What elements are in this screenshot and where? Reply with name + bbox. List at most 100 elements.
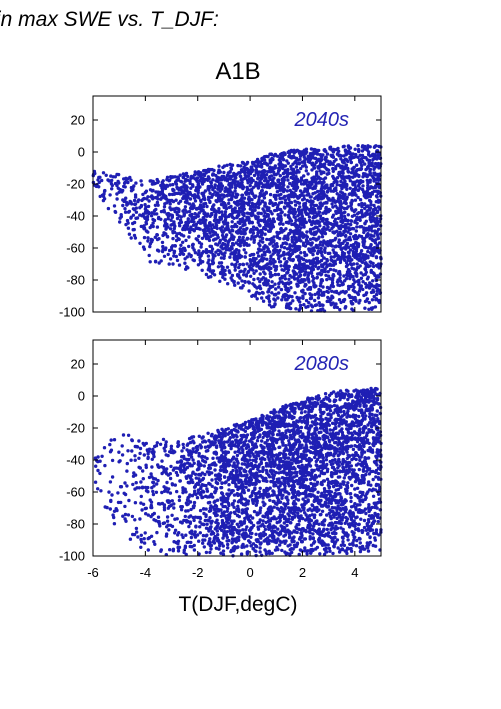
data-point [364,292,368,297]
data-point [342,206,347,211]
data-point [213,486,217,490]
data-point [264,173,269,177]
data-point [273,272,278,277]
data-point [263,279,267,283]
data-point [309,211,314,215]
data-point [357,258,361,262]
data-point [284,220,289,225]
data-point [239,164,243,168]
data-point [356,243,360,247]
data-point [287,264,291,269]
data-point [140,508,144,512]
data-point [177,209,181,214]
scatter-points [93,386,383,558]
data-point [373,231,377,235]
data-point [310,305,315,309]
data-point [195,496,200,500]
data-point [230,215,235,219]
data-point [177,498,182,503]
data-point [123,210,128,214]
data-point [343,197,347,201]
data-point [316,266,320,271]
data-point [339,179,343,184]
data-point [297,230,301,234]
data-point [279,226,283,231]
data-point [314,418,318,423]
data-point [319,279,323,284]
data-point [262,217,267,222]
data-point [237,213,241,217]
data-point [309,247,314,251]
data-point [289,258,293,262]
data-point [265,257,269,261]
data-point [168,202,172,206]
data-point [129,216,133,220]
data-point [335,192,339,196]
data-point [238,241,243,245]
data-point [366,456,371,460]
data-point [358,153,362,157]
data-point [141,192,145,197]
data-point [298,179,302,183]
data-point [156,515,161,519]
data-point [305,235,310,239]
data-point [370,237,374,242]
data-point [280,298,284,302]
data-point [279,287,284,292]
data-point [346,213,350,217]
data-point [293,221,297,225]
data-point [185,200,189,205]
data-point [138,206,142,210]
data-point [187,235,191,239]
data-point [197,240,202,245]
data-point [262,270,266,274]
data-point [360,201,364,206]
data-point [194,188,198,193]
data-point [246,174,251,178]
data-point [342,182,347,186]
data-point [172,254,176,258]
data-point [191,202,195,206]
data-point [102,192,106,196]
data-point [308,184,312,188]
data-point [273,293,277,297]
data-point [279,192,283,196]
data-point [344,218,348,223]
data-point [165,234,170,239]
data-point [359,276,364,280]
data-point [133,202,137,206]
data-point [206,268,210,272]
data-point [256,247,261,251]
data-point [272,176,276,180]
data-point [246,171,250,175]
data-point [203,201,208,206]
data-point [313,156,317,161]
data-point [249,165,254,169]
data-point [347,287,351,291]
data-point [155,225,160,229]
data-point [348,186,352,190]
data-point [191,223,196,227]
data-point [232,255,236,260]
data-point [250,169,254,173]
data-point [244,251,248,255]
data-point [346,222,350,226]
data-point [304,169,308,173]
data-point [253,208,257,212]
data-point [276,171,280,175]
data-point [262,245,266,249]
data-point [262,155,266,160]
data-point [242,273,246,277]
data-point [269,210,273,214]
data-point [259,461,263,466]
data-point [319,246,323,251]
data-point [364,235,369,239]
data-point [139,494,143,499]
data-point [307,301,311,305]
data-point [303,278,307,282]
data-point [280,268,284,272]
data-point [278,260,283,264]
data-point [343,291,347,295]
data-point [347,176,351,180]
data-point [203,232,207,236]
